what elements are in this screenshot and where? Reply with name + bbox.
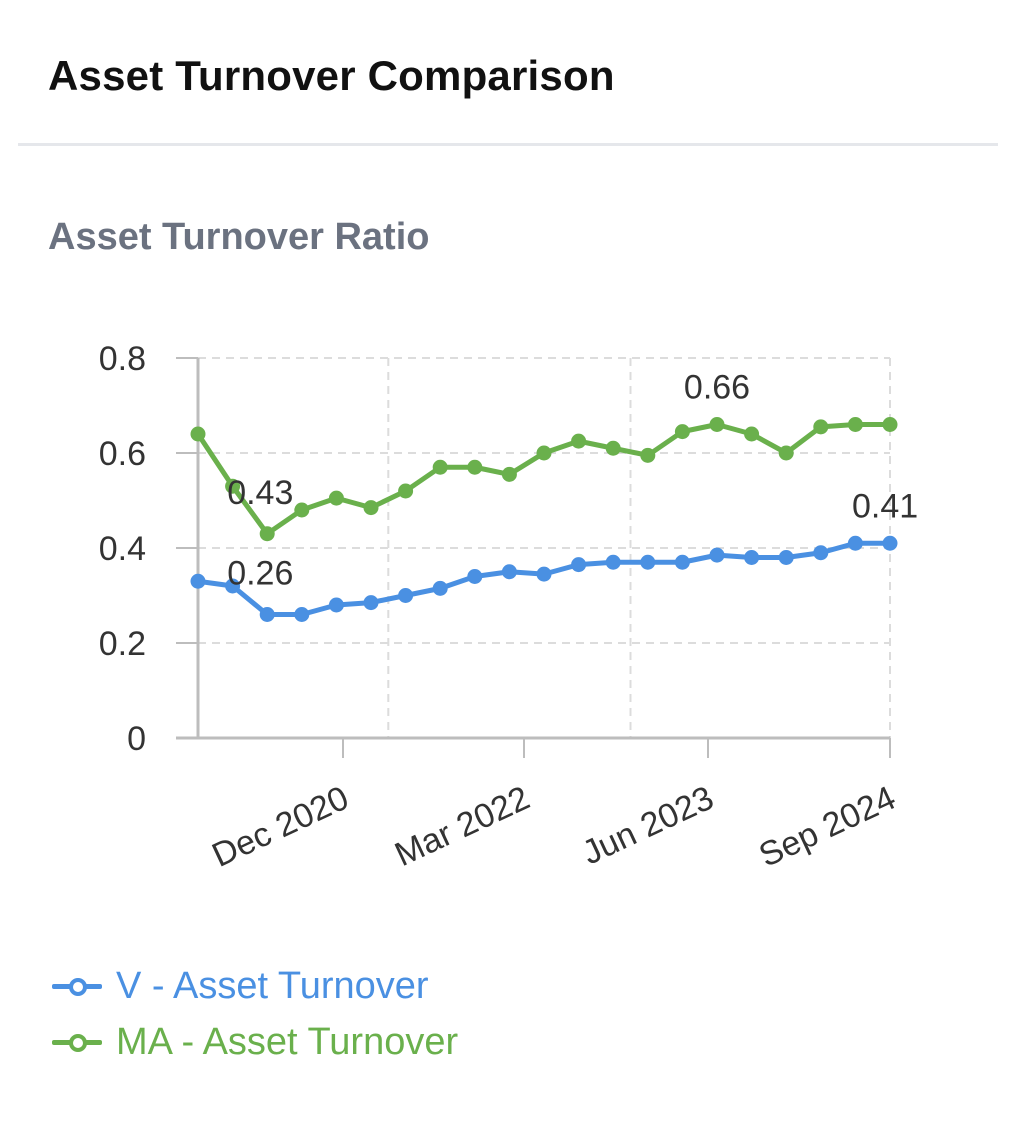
series-point-1 [225, 478, 241, 494]
y-tick-label: 0.6 [99, 435, 146, 473]
series-point-1 [190, 426, 206, 442]
x-tick-label: Jun 2023 [577, 779, 720, 873]
x-tick-label: Sep 2024 [753, 779, 901, 875]
series-point-0 [398, 588, 414, 603]
series-point-1 [571, 433, 587, 449]
x-tick-label: Mar 2022 [389, 779, 535, 874]
data-label: 0.66 [684, 369, 750, 407]
data-label: 0.41 [852, 487, 918, 525]
series-point-0 [259, 607, 275, 622]
series-point-0 [640, 554, 656, 570]
series-point-0 [813, 545, 829, 561]
label-layer: 0.26 0.41 0.43 0.66 [227, 369, 918, 593]
x-tick-label: Dec 2020 [206, 779, 354, 875]
series-point-0 [501, 564, 517, 580]
series-point-0 [571, 557, 587, 573]
series-point-0 [847, 535, 863, 551]
legend: V - Asset Turnover MA - Asset Turnover [52, 958, 458, 1070]
series-point-1 [259, 526, 275, 542]
series-point-0 [467, 569, 483, 584]
series-point-1 [467, 459, 483, 475]
y-tick-label: 0.4 [99, 530, 146, 568]
series-point-1 [674, 424, 690, 440]
series-point-1 [640, 447, 656, 463]
legend-swatch-ma-icon [52, 1032, 102, 1052]
series-point-1 [744, 426, 760, 442]
series-layer [190, 417, 898, 622]
legend-item-ma[interactable]: MA - Asset Turnover [52, 1014, 458, 1070]
series-point-0 [294, 607, 310, 622]
series-point-0 [709, 547, 725, 563]
axis-layer: 0 0.2 0.4 0.6 0.8 Dec 2020 Mar 2022 Jun 2023 Sep… [99, 340, 902, 875]
chart-title: Asset Turnover Ratio [48, 216, 430, 258]
series-point-1 [432, 459, 448, 475]
legend-label-ma: MA - Asset Turnover [116, 1020, 459, 1063]
data-label: 0.26 [227, 555, 293, 593]
series-point-1 [294, 502, 310, 518]
series-point-0 [432, 580, 448, 596]
y-tick-label: 0.2 [99, 625, 146, 663]
series-point-1 [709, 417, 725, 432]
series-point-0 [605, 554, 621, 570]
series-point-0 [778, 550, 794, 565]
series-point-1 [536, 445, 552, 461]
y-tick-label: 0.8 [99, 340, 146, 378]
series-point-0 [363, 595, 379, 611]
legend-label-v: V - Asset Turnover [116, 964, 429, 1007]
series-point-0 [536, 566, 552, 582]
header-divider [18, 143, 998, 146]
series-point-1 [398, 483, 414, 499]
series-point-0 [190, 573, 206, 589]
series-point-0 [744, 550, 760, 565]
series-point-1 [501, 466, 517, 482]
series-point-0 [674, 554, 690, 570]
series-point-1 [328, 490, 344, 506]
series-point-0 [328, 597, 344, 613]
legend-item-v[interactable]: V - Asset Turnover [52, 958, 458, 1014]
series-point-1 [605, 440, 621, 456]
series-point-1 [882, 417, 898, 432]
series-point-1 [847, 417, 863, 432]
series-point-1 [778, 445, 794, 461]
card-title: Asset Turnover Comparison [48, 52, 615, 99]
series-point-0 [225, 578, 241, 594]
grid-layer [198, 357, 891, 738]
series-point-0 [882, 535, 898, 551]
data-label: 0.43 [227, 474, 293, 512]
legend-swatch-v-icon [52, 976, 102, 996]
y-tick-label: 0 [127, 720, 146, 758]
series-point-1 [813, 419, 829, 435]
card-header: Asset Turnover Comparison [0, 0, 1020, 146]
series-point-1 [363, 500, 379, 516]
